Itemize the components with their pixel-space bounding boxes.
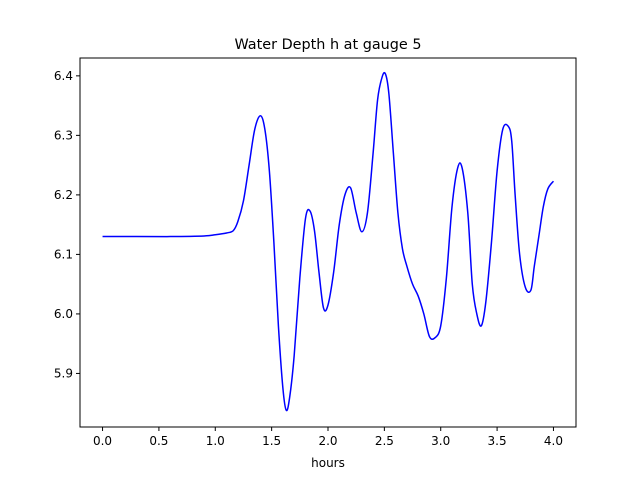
water-depth-line: [102, 71, 555, 412]
axis-ticks: 0.0 0.5 1.0 1.5 2.0 2.5 3.0 3.5 4.0 5.9 6.0 6.1 6.2 6…: [54, 69, 563, 448]
y-tick-label: 6.0: [54, 307, 73, 321]
x-tick-label: 2.0: [318, 434, 337, 448]
y-tick-label: 6.3: [54, 128, 73, 142]
x-tick-label: 3.0: [431, 434, 450, 448]
axes-frame: [79, 57, 577, 428]
y-tick-label: 6.2: [54, 188, 73, 202]
y-tick-label: 5.9: [54, 366, 73, 380]
x-tick-label: 3.5: [488, 434, 507, 448]
y-tick-label: 6.1: [54, 247, 73, 261]
x-tick-label: 1.5: [262, 434, 281, 448]
plot-area: [102, 71, 555, 412]
chart-title: Water Depth h at gauge 5: [234, 37, 421, 53]
x-tick-label: 0.0: [93, 434, 112, 448]
x-tick-label: 0.5: [149, 434, 168, 448]
x-tick-label: 2.5: [375, 434, 394, 448]
x-axis-label: hours: [311, 456, 345, 470]
x-tick-label: 4.0: [544, 434, 563, 448]
x-tick-label: 1.0: [206, 434, 225, 448]
y-tick-label: 6.4: [54, 69, 73, 83]
